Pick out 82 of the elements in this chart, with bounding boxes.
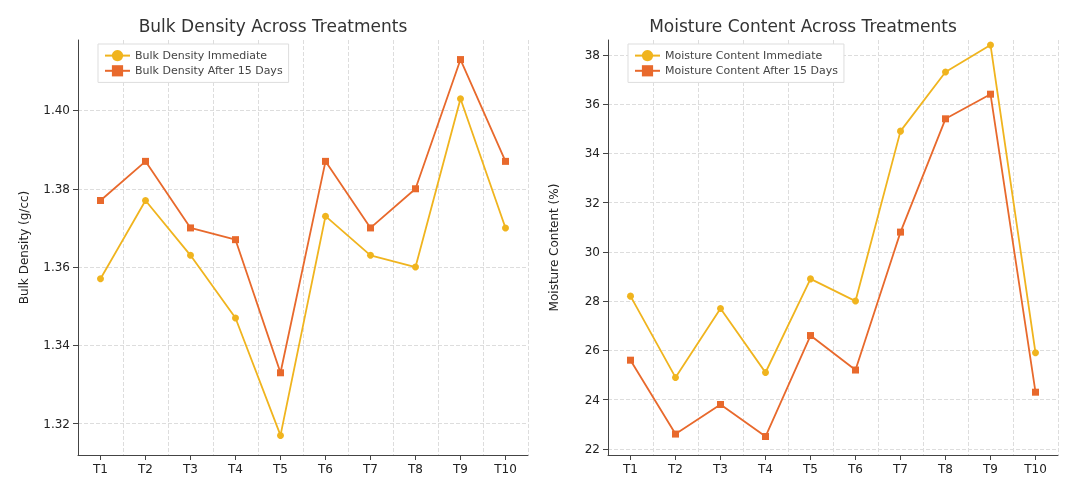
point <box>187 224 194 232</box>
point <box>897 127 904 135</box>
point <box>367 224 374 232</box>
chart-title: Bulk Density Across Treatments <box>138 15 408 36</box>
y-tick-label: 1.36 <box>43 260 70 275</box>
x-tick-label: T5 <box>272 462 288 476</box>
y-tick-label: 24 <box>584 392 600 407</box>
x-tick-label: T6 <box>317 462 333 476</box>
x-tick-label: T9 <box>452 462 468 476</box>
point <box>987 41 994 49</box>
y-tick-label: 1.38 <box>43 181 70 196</box>
y-tick-label: 22 <box>584 441 600 456</box>
x-tick-label: T10 <box>1023 462 1047 476</box>
y-axis-title: Moisture Content (%) <box>547 183 561 312</box>
legend-label: Moisture Content After 15 Days <box>665 64 839 78</box>
point <box>457 56 464 64</box>
legend-label: Bulk Density After 15 Days <box>135 64 283 78</box>
x-tick-label: T6 <box>847 462 863 476</box>
point <box>762 433 769 441</box>
x-tick-label: T4 <box>757 462 773 476</box>
y-tick-label: 1.34 <box>43 338 70 353</box>
y-tick-label: 32 <box>584 195 600 210</box>
point <box>142 157 149 165</box>
y-tick-label: 30 <box>584 244 600 259</box>
point <box>187 251 194 259</box>
point <box>412 263 419 271</box>
x-tick-label: T2 <box>667 462 683 476</box>
point <box>987 90 994 98</box>
x-tick-label: T1 <box>92 462 108 476</box>
point <box>277 369 284 377</box>
point <box>97 275 104 283</box>
x-tick-label: T4 <box>227 462 243 476</box>
x-tick-label: T7 <box>892 462 908 476</box>
y-tick-label: 38 <box>584 47 600 62</box>
x-tick-label: T8 <box>937 462 953 476</box>
point <box>852 366 859 374</box>
point <box>322 157 329 165</box>
point <box>762 368 769 376</box>
point <box>322 212 329 220</box>
y-tick-label: 34 <box>584 146 600 161</box>
point <box>142 197 149 205</box>
y-tick-label: 36 <box>584 97 600 112</box>
x-tick-label: T8 <box>407 462 423 476</box>
point <box>232 236 239 244</box>
point <box>942 68 949 76</box>
point <box>1032 349 1039 357</box>
point <box>672 430 679 438</box>
point <box>232 314 239 322</box>
x-tick-label: T3 <box>712 462 728 476</box>
point <box>367 251 374 259</box>
chart-title: Moisture Content Across Treatments <box>649 15 958 36</box>
x-tick-label: T3 <box>182 462 198 476</box>
point <box>897 228 904 236</box>
point <box>717 304 724 312</box>
point <box>457 95 464 103</box>
point <box>807 332 814 340</box>
point <box>502 224 509 232</box>
point <box>97 197 104 205</box>
x-tick-label: T5 <box>802 462 818 476</box>
point <box>627 292 634 300</box>
point <box>807 275 814 283</box>
point <box>852 297 859 305</box>
y-tick-label: 26 <box>584 343 600 358</box>
point <box>412 185 419 193</box>
y-axis-title: Bulk Density (g/cc) <box>17 190 31 305</box>
y-tick-label: 1.32 <box>43 416 70 431</box>
point <box>277 431 284 439</box>
x-tick-label: T2 <box>137 462 153 476</box>
legend-label: Moisture Content Immediate <box>665 49 823 63</box>
x-tick-label: T1 <box>622 462 638 476</box>
x-tick-label: T10 <box>493 462 517 476</box>
y-tick-label: 28 <box>584 294 600 309</box>
point <box>1032 388 1039 396</box>
legend-label: Bulk Density Immediate <box>135 49 268 63</box>
y-tick-label: 1.40 <box>43 103 70 118</box>
point <box>627 356 634 364</box>
x-tick-label: T7 <box>362 462 378 476</box>
point <box>672 373 679 381</box>
point <box>717 401 724 409</box>
point <box>942 115 949 123</box>
point <box>502 157 509 165</box>
x-tick-label: T9 <box>982 462 998 476</box>
